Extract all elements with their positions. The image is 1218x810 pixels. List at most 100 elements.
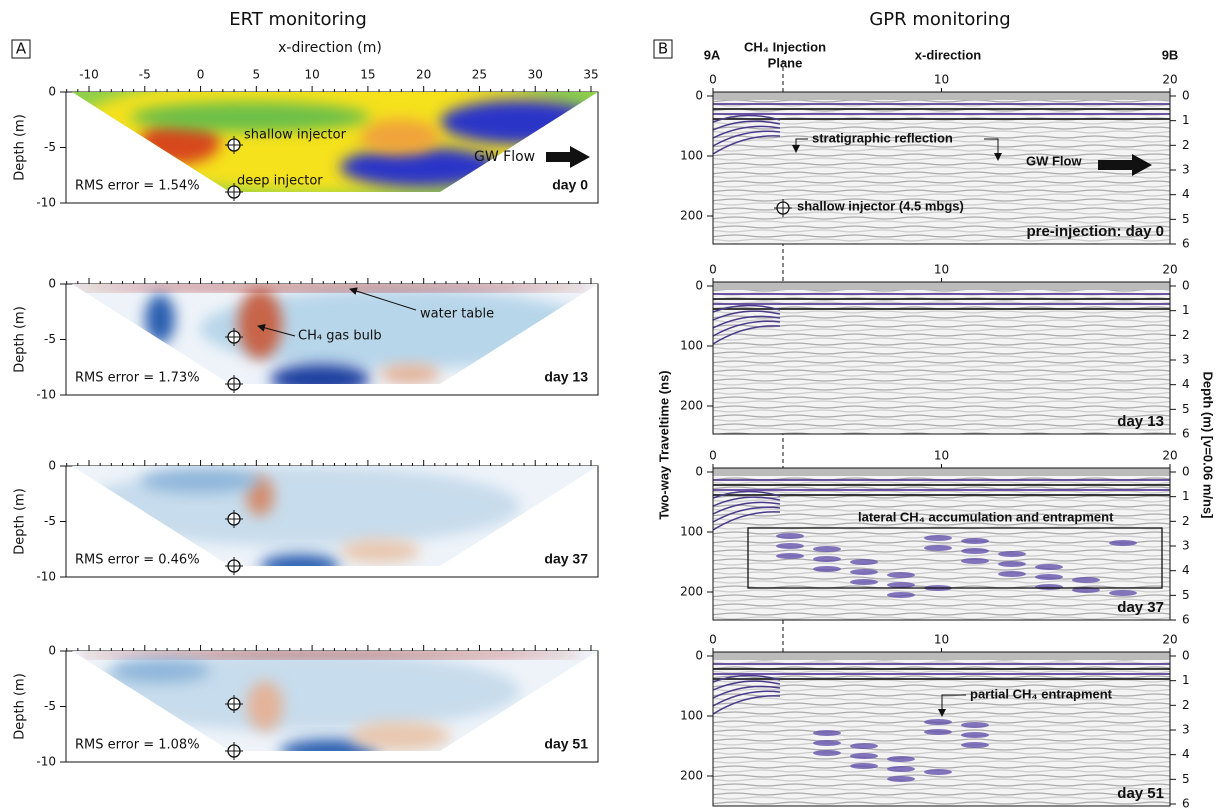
y2-tick-label: 2 [1182, 698, 1190, 712]
x-tick-label: 10 [304, 68, 319, 82]
gas-reflection [887, 582, 915, 588]
y2-tick-label: 6 [1182, 237, 1190, 251]
y2-tick-label: 5 [1182, 212, 1190, 226]
gas-reflection [961, 538, 989, 544]
y-tick-label: 200 [680, 209, 703, 223]
annotation: deep injector [237, 174, 323, 189]
y2-tick-label: 0 [1182, 649, 1190, 663]
x-tick-label: 10 [934, 73, 949, 87]
gas-reflection [887, 592, 915, 598]
panel-label-box [11, 39, 31, 59]
gas-reflection [924, 769, 952, 775]
bracket [792, 138, 808, 153]
y-tick-label: -10 [36, 196, 56, 210]
near-injector-reflection [712, 310, 781, 321]
day-label: day 37 [1117, 599, 1164, 616]
y-tick-label: 200 [680, 769, 703, 783]
y2-tick-label: 6 [1182, 427, 1190, 441]
gas-reflection [813, 556, 841, 562]
panel-label: B [658, 40, 668, 58]
x-tick-label: 20 [1162, 73, 1177, 87]
day-label: day 51 [1117, 785, 1164, 802]
annotation: water table [420, 307, 494, 322]
gas-reflection [776, 533, 804, 539]
gas-reflection [1109, 540, 1137, 546]
near-injector-reflection [712, 674, 781, 683]
tomogram-blob [380, 364, 440, 384]
rms-error: RMS error = 1.73% [75, 371, 200, 386]
air-wave [713, 652, 1170, 660]
annotation: shallow injector [244, 128, 347, 143]
y2-tick-label: 1 [1182, 303, 1190, 317]
near-injector-reflection [712, 130, 781, 147]
day-label: pre-injection: day 0 [1026, 223, 1164, 240]
annotation: partial CH₄ entrapment [970, 686, 1113, 701]
x-tick-label: 10 [934, 449, 949, 463]
tomogram-blob [247, 681, 283, 731]
annotation: lateral CH₄ accumulation and entrapment [858, 509, 1114, 524]
near-injector-reflection [712, 114, 781, 123]
gas-reflection [961, 742, 989, 748]
gas-reflection [776, 543, 804, 549]
gas-reflection [1072, 577, 1100, 583]
radargram-frame [712, 281, 1171, 435]
annotation: shallow injector (4.5 mbgs) [797, 198, 964, 213]
gas-reflection [961, 548, 989, 554]
tomogram-blob [238, 289, 282, 359]
radargram-frame [712, 91, 1171, 245]
x-tick-label: 20 [1162, 449, 1177, 463]
x-tick-label: 0 [197, 68, 205, 82]
tomogram-blob [110, 659, 210, 683]
rms-error: RMS error = 0.46% [75, 553, 200, 568]
tomogram-blob [72, 284, 590, 290]
panel-title: GPR monitoring [869, 9, 1010, 30]
air-wave [713, 468, 1170, 476]
y-tick-label: 200 [680, 585, 703, 599]
radargram-frame [712, 651, 1171, 807]
near-injector-reflection [712, 506, 781, 523]
near-injector-reflection [712, 695, 781, 715]
x-tick-label: 20 [1162, 633, 1177, 647]
tomogram-blob [350, 721, 450, 751]
x-tick-label: 0 [709, 633, 717, 647]
gas-reflection [961, 558, 989, 564]
y2-tick-label: 3 [1182, 163, 1190, 177]
tomogram-blob [280, 739, 380, 751]
gas-reflection [924, 535, 952, 541]
y2-tick-label: 5 [1182, 402, 1190, 416]
y2-tick-label: 4 [1182, 747, 1190, 761]
x-axis-label: x-direction [915, 47, 982, 62]
gas-reflection [961, 722, 989, 728]
tomogram-blob [130, 102, 370, 132]
gas-reflection [813, 730, 841, 736]
tomogram-blob [270, 364, 370, 384]
gas-reflection [813, 566, 841, 572]
gas-reflection [850, 743, 878, 749]
y-tick-label: 100 [680, 339, 703, 353]
panel-title: ERT monitoring [229, 9, 367, 30]
accumulation-box [747, 527, 1163, 589]
gas-reflection [887, 756, 915, 762]
gas-reflection [1035, 574, 1063, 580]
y-axis-label: Depth (m) [13, 488, 28, 555]
y-tick-label: 0 [695, 465, 703, 479]
y-tick-label: -5 [44, 514, 56, 528]
day-label: day 13 [544, 369, 588, 385]
injection-plane-label: CH₄ Injection [744, 39, 826, 54]
x-axis-label: x-direction (m) [278, 40, 382, 56]
y2-axis-label: Depth (m) [v=0.06 m/ns] [1201, 371, 1216, 518]
y-tick-label: 0 [48, 85, 56, 99]
y2-tick-label: 2 [1182, 138, 1190, 152]
y-axis-label: Depth (m) [13, 306, 28, 373]
radargram [713, 652, 1170, 806]
tomogram-blob [140, 469, 260, 493]
x-tick-label: 10 [934, 263, 949, 277]
gas-reflection [961, 732, 989, 738]
gas-reflection [924, 719, 952, 725]
y2-tick-label: 6 [1182, 613, 1190, 627]
y-axis-label: Depth (m) [13, 673, 28, 740]
x-tick-label: 25 [472, 68, 487, 82]
y2-tick-label: 4 [1182, 563, 1190, 577]
near-injector-reflection [712, 304, 781, 313]
annotation: stratigraphic reflection [812, 130, 953, 145]
